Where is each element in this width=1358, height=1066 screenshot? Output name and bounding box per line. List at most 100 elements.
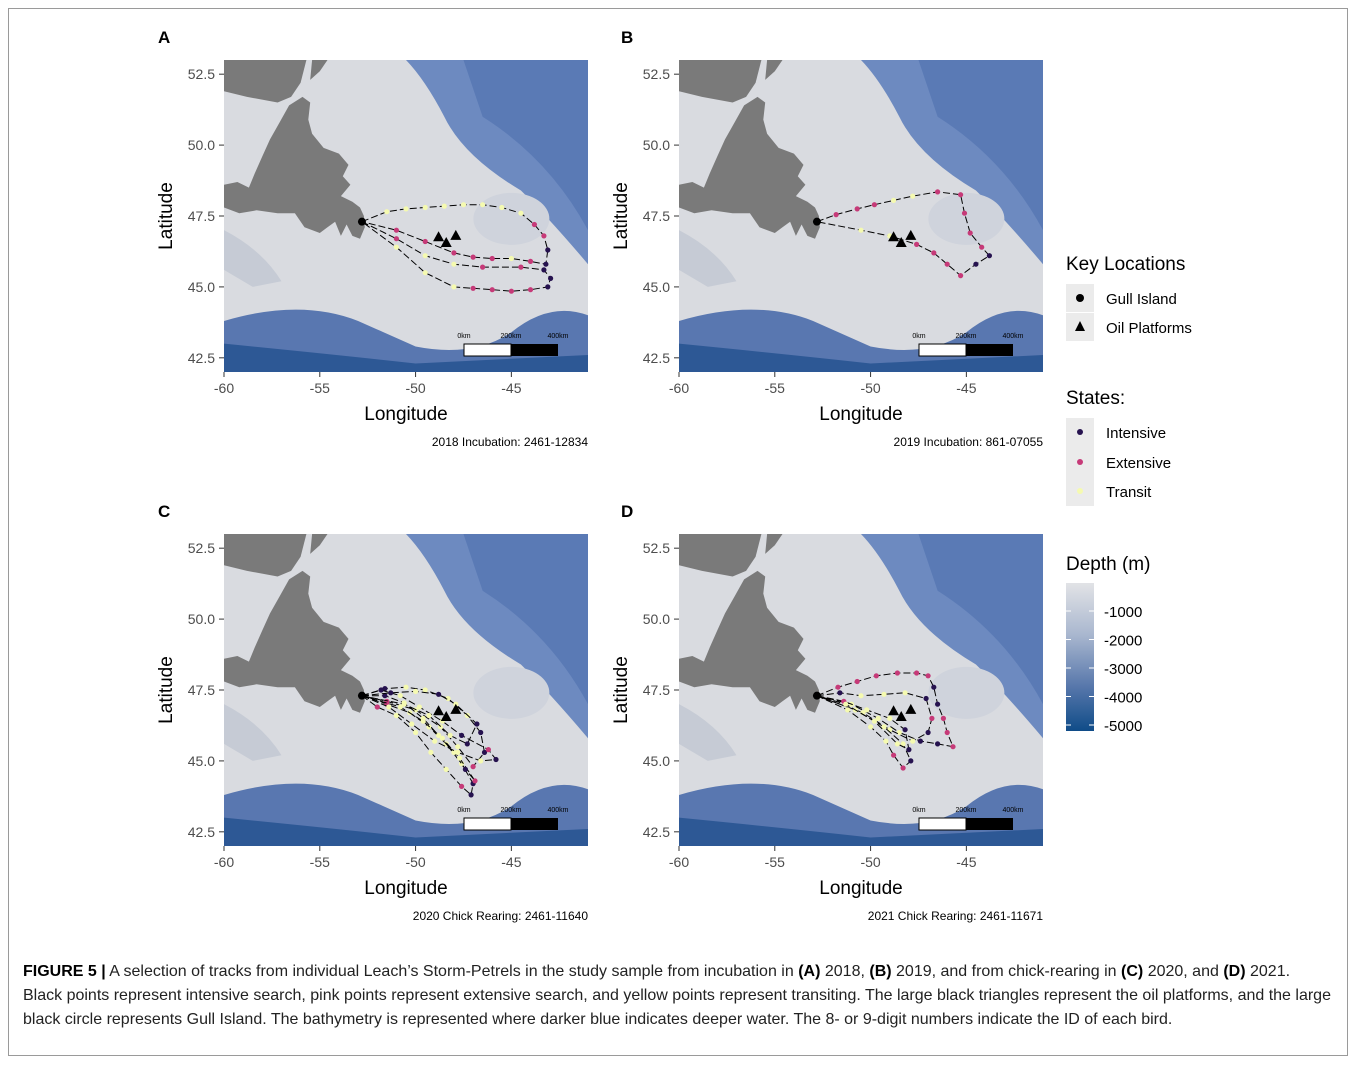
figure-caption: FIGURE 5 | A selection of tracks from in… bbox=[23, 960, 1333, 1032]
map-axes: -60 -55 -50 -45 42.5 45.0 47.5 50.0 52.5 Longitud… bbox=[156, 66, 522, 425]
track-line bbox=[361, 686, 486, 768]
map-panel-b: B 0km 200km 400km -60 -55 -50 -45 42.5 45.0 47.5… bbox=[611, 28, 1043, 449]
track-point bbox=[891, 197, 897, 203]
track-point bbox=[480, 264, 486, 270]
track-point bbox=[541, 267, 547, 273]
scale-bar: 0km 200km 400km bbox=[457, 807, 569, 831]
track-point bbox=[986, 253, 992, 259]
figure-frame bbox=[8, 8, 1348, 1056]
oil-platform-icon bbox=[440, 710, 452, 721]
x-tick-label: -50 bbox=[405, 854, 425, 870]
y-axis-label: Latitude bbox=[611, 182, 632, 250]
track-point bbox=[413, 688, 419, 694]
intensive-legend-swatch bbox=[1077, 429, 1083, 435]
track-point bbox=[443, 766, 449, 772]
y-tick-label: 52.5 bbox=[643, 66, 670, 82]
track-point bbox=[422, 270, 428, 276]
track-point bbox=[432, 738, 438, 744]
track-point bbox=[902, 690, 908, 696]
y-tick-label: 42.5 bbox=[643, 824, 670, 840]
track-point bbox=[527, 258, 534, 264]
x-tick-label: -55 bbox=[310, 854, 330, 870]
y-axis-label: Latitude bbox=[156, 656, 177, 724]
y-tick-label: 45.0 bbox=[188, 753, 215, 769]
track-point bbox=[545, 284, 551, 290]
y-tick-label: 42.5 bbox=[643, 350, 670, 366]
track-point bbox=[393, 244, 399, 250]
depth-tick-label: -5000 bbox=[1104, 718, 1142, 735]
oil-platform-icon bbox=[450, 229, 462, 240]
track-point bbox=[422, 253, 428, 259]
map-axes: -60 -55 -50 -45 42.5 45.0 47.5 50.0 52.5 Longitud… bbox=[156, 540, 522, 899]
scale-bar-white bbox=[918, 817, 967, 831]
x-tick-label: -60 bbox=[669, 380, 689, 396]
oil-platform-icon bbox=[895, 236, 907, 247]
depth-colorbar bbox=[1066, 583, 1094, 731]
track-point bbox=[871, 202, 877, 208]
laurentian-channel bbox=[679, 704, 737, 761]
track-point bbox=[436, 691, 442, 697]
legend: Key Locations Gull Island Oil Platforms … bbox=[1066, 254, 1192, 735]
track-point bbox=[887, 715, 893, 721]
x-tick-label: -50 bbox=[405, 380, 425, 396]
bathymetry-map bbox=[679, 534, 1043, 846]
y-tick-label: 42.5 bbox=[188, 824, 215, 840]
track-point bbox=[843, 701, 849, 707]
x-tick-label: -55 bbox=[310, 380, 330, 396]
track-point bbox=[489, 255, 495, 262]
track-point bbox=[426, 712, 432, 719]
x-tick-label: -60 bbox=[669, 854, 689, 870]
track-point bbox=[545, 247, 551, 253]
deep-water-east bbox=[918, 60, 1043, 231]
track-point bbox=[837, 690, 843, 696]
y-tick-label: 52.5 bbox=[188, 540, 215, 556]
track-point bbox=[950, 744, 956, 750]
marker-layer bbox=[812, 217, 917, 247]
track-point bbox=[900, 741, 906, 747]
map-panel-d: D 0km 200km 400km -60 -55 -50 -45 42.5 45.0 47.5… bbox=[611, 502, 1043, 923]
panel-subtitle: 2018 Incubation: 2461-12834 bbox=[432, 435, 588, 449]
gull-island-marker bbox=[812, 691, 821, 700]
caption-ref: (B) bbox=[869, 963, 892, 980]
y-tick-label: 52.5 bbox=[188, 66, 215, 82]
caption-text: 2020, and bbox=[1143, 963, 1224, 980]
map-panel-a: A 0km 200km 400km -60 -55 -50 -45 42.5 45.0 47.5… bbox=[156, 28, 588, 449]
depth-tick-label: -2000 bbox=[1104, 633, 1142, 650]
deep-water-east bbox=[918, 534, 1043, 705]
gull-island-marker bbox=[357, 691, 366, 700]
depth-tick-group: -1000 -2000 -3000 -4000 -5000 bbox=[1066, 604, 1142, 735]
laurentian-channel bbox=[679, 230, 737, 287]
x-tick-label: -45 bbox=[956, 380, 976, 396]
track-point bbox=[474, 721, 480, 727]
track-point bbox=[541, 233, 547, 239]
y-tick-label: 50.0 bbox=[643, 611, 670, 627]
track-point bbox=[409, 721, 415, 727]
track-point bbox=[393, 227, 399, 233]
figure-canvas: A 0km 200km 400km -60 -55 -50 -45 42.5 45.0 47.5… bbox=[156, 28, 1192, 923]
scale-label: 0km bbox=[912, 807, 925, 814]
track-point bbox=[499, 204, 505, 211]
x-tick-label: -60 bbox=[214, 380, 234, 396]
map-axes: -60 -55 -50 -45 42.5 45.0 47.5 50.0 52.5 Longitud… bbox=[611, 66, 977, 425]
track-point bbox=[481, 749, 488, 755]
map-panel-c: C 0km 200km 400km -60 -55 -50 -45 42.5 45.0 47.5… bbox=[156, 502, 588, 923]
depth-tick-label: -1000 bbox=[1104, 604, 1142, 621]
scale-label: 400km bbox=[547, 807, 568, 814]
scale-label: 200km bbox=[500, 807, 521, 814]
track-point bbox=[891, 752, 897, 758]
track-point bbox=[439, 735, 445, 741]
oil-platform-icon bbox=[895, 710, 907, 721]
y-tick-label: 52.5 bbox=[643, 540, 670, 556]
track-point bbox=[413, 729, 419, 736]
scale-bar-white bbox=[463, 817, 512, 831]
y-tick-label: 47.5 bbox=[188, 208, 215, 224]
track-point bbox=[464, 741, 470, 747]
track-point bbox=[929, 715, 935, 721]
y-tick-label: 45.0 bbox=[643, 753, 670, 769]
track-point bbox=[403, 206, 409, 212]
x-axis-label: Longitude bbox=[364, 404, 447, 425]
track-point bbox=[858, 693, 864, 699]
flemish-cap bbox=[473, 192, 550, 245]
track-point bbox=[896, 729, 902, 736]
newfoundland-land bbox=[679, 570, 820, 713]
